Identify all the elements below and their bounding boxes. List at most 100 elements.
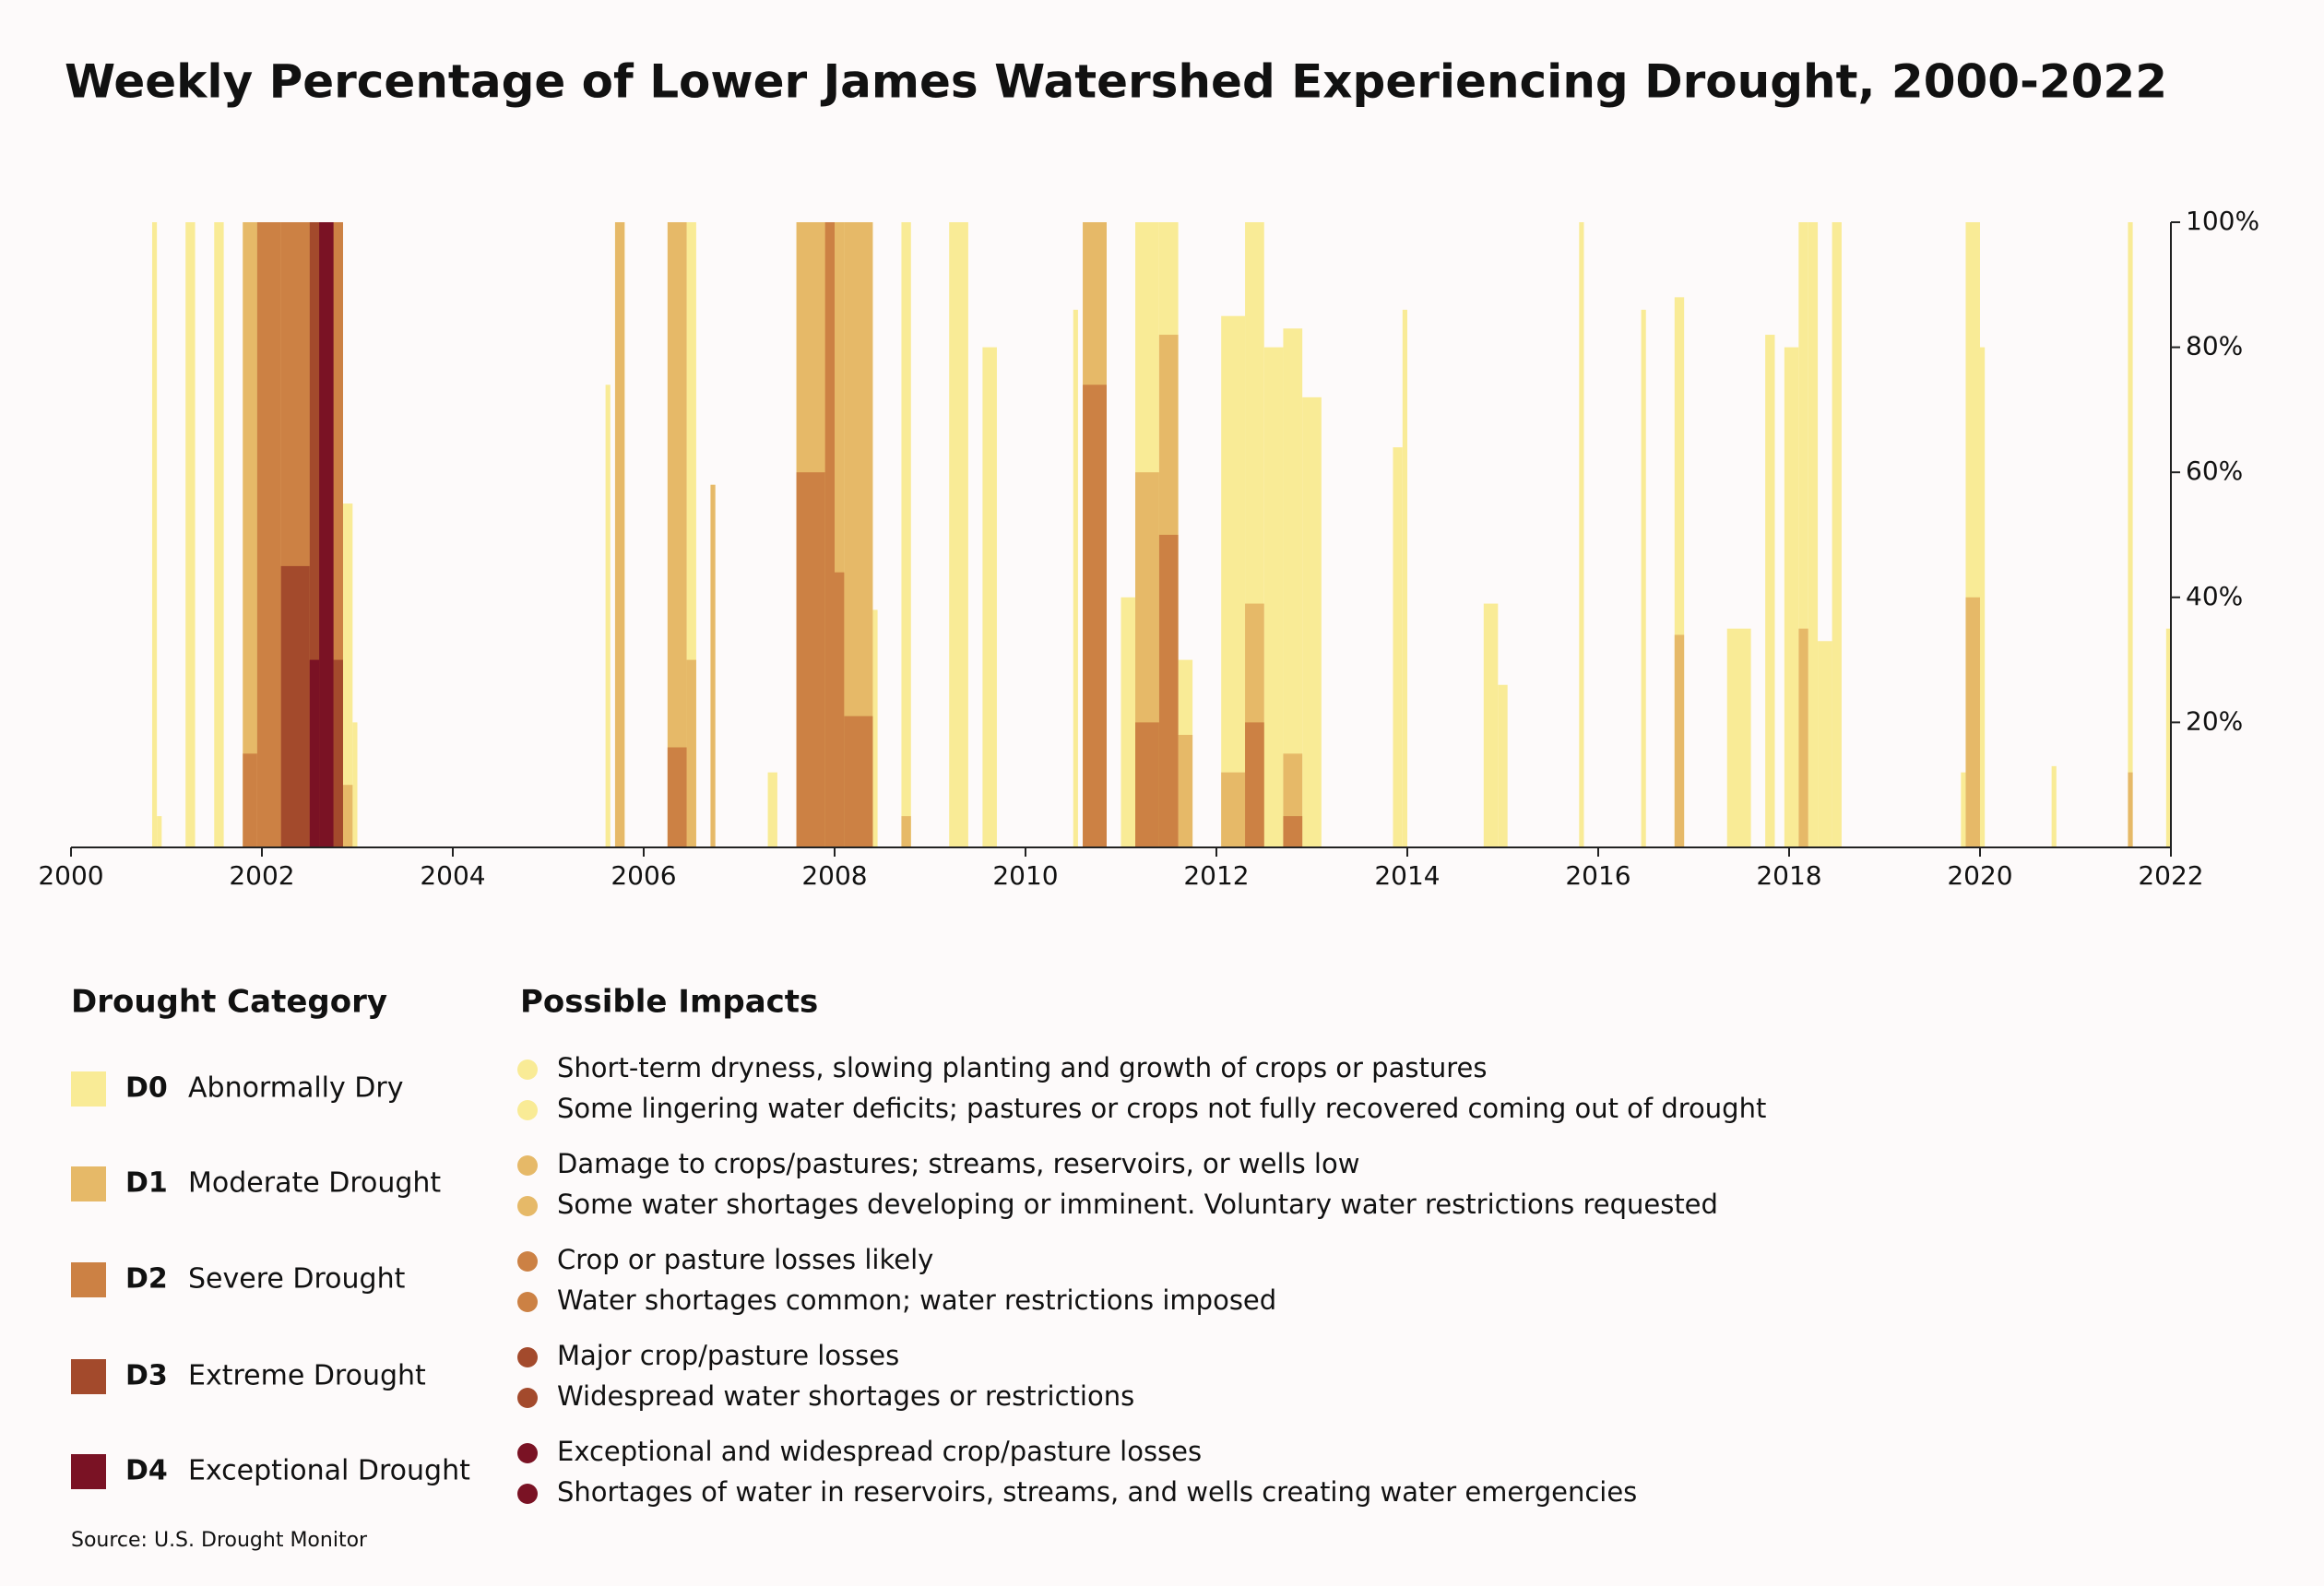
drought-bar [1980, 347, 1986, 848]
drought-bar [605, 385, 611, 847]
impacts-title: Possible Impacts [520, 984, 818, 1021]
drought-bar [185, 222, 196, 847]
drought-bar [614, 222, 625, 847]
drought-bar [1483, 603, 1499, 847]
drought-bar [1784, 347, 1799, 848]
drought-bar [1245, 722, 1264, 847]
drought-bar [686, 222, 696, 847]
legend-swatch [71, 1166, 106, 1201]
x-tick-label: 2006 [611, 860, 676, 891]
impact-dot [517, 1347, 538, 1367]
drought-bar [1393, 447, 1403, 847]
drought-bar [1961, 772, 1966, 847]
drought-bar [1283, 328, 1303, 847]
impact-text: Some lingering water deficits; pastures … [557, 1093, 1766, 1124]
x-tick-label: 2004 [420, 860, 485, 891]
drought-bar [333, 222, 343, 847]
legend-label: Moderate Drought [188, 1167, 441, 1200]
impact-text: Some water shortages developing or immin… [557, 1189, 1718, 1220]
drought-bar [1818, 641, 1832, 847]
drought-bar [1135, 722, 1159, 847]
impact-text: Short-term dryness, slowing planting and… [557, 1052, 1487, 1083]
drought-bar [1579, 222, 1584, 847]
drought-bar [157, 816, 162, 847]
drought-bar [872, 610, 878, 847]
chart-title: Weekly Percentage of Lower James Watersh… [65, 55, 2167, 109]
x-tick-label: 2018 [1756, 860, 1821, 891]
drought-bar [1498, 684, 1508, 847]
drought-bar [243, 753, 257, 847]
drought-bar [1302, 396, 1322, 847]
drought-bar [686, 659, 696, 847]
y-tick-label: 20% [2186, 705, 2243, 736]
impact-text: Damage to crops/pastures; streams, reser… [557, 1148, 1359, 1179]
legend-code: D2 [125, 1263, 168, 1296]
impact-text: Shortages of water in reservoirs, stream… [557, 1476, 1637, 1508]
x-tick-label: 2008 [801, 860, 867, 891]
drought-bar [1158, 535, 1179, 847]
drought-bar [1221, 772, 1246, 847]
drought-bar [319, 222, 334, 847]
drought-bar [901, 816, 911, 847]
impact-dot [517, 1292, 538, 1312]
drought-bar [1178, 734, 1193, 847]
impact-dot [517, 1059, 538, 1080]
legend-label: Severe Drought [188, 1263, 406, 1296]
drought-bar [835, 222, 845, 847]
drought-bar [1674, 297, 1685, 847]
drought-bar [1221, 315, 1246, 847]
drought-bar [1283, 816, 1303, 847]
drought-bar [1965, 597, 1980, 847]
drought-bar [214, 222, 224, 847]
drought-bar [2165, 628, 2171, 847]
y-tick-label: 40% [2186, 581, 2243, 611]
drought-bar [796, 472, 825, 847]
x-tick-label: 2002 [229, 860, 294, 891]
drought-bar [1402, 309, 1407, 847]
drought-bar [949, 222, 968, 847]
legend-label: Abnormally Dry [188, 1072, 404, 1105]
impact-dot [517, 1251, 538, 1272]
impact-dot [517, 1196, 538, 1216]
legend-code: D0 [125, 1072, 168, 1105]
drought-bar [835, 572, 845, 847]
drought-bar [280, 565, 310, 847]
impact-text: Widespread water shortages or restrictio… [557, 1380, 1134, 1412]
y-tick-label: 100% [2186, 206, 2259, 236]
x-tick-label: 2016 [1565, 860, 1630, 891]
drought-bar [352, 722, 358, 847]
drought-bar [256, 222, 281, 847]
x-tick-label: 2000 [38, 860, 103, 891]
legend-code: D3 [125, 1360, 168, 1392]
drought-bar [1832, 222, 1842, 847]
impact-dot [517, 1484, 538, 1504]
drought-bar [1726, 628, 1751, 847]
drought-bar [342, 503, 353, 847]
y-tick-label: 60% [2186, 456, 2243, 486]
drought-bar [767, 772, 777, 847]
drought-bar [667, 747, 687, 847]
drought-bar [342, 785, 353, 847]
drought-bar [1798, 222, 1808, 847]
drought-bar [1083, 385, 1107, 847]
drought-bar [844, 716, 873, 847]
drought-bar [710, 484, 716, 847]
drought-bar [2128, 222, 2133, 847]
drought-bar [2128, 772, 2133, 847]
drought-bar [309, 222, 320, 847]
drought-bar [243, 222, 257, 847]
impact-text: Crop or pasture losses likely [557, 1244, 933, 1275]
legend-code: D4 [125, 1455, 168, 1487]
drought-bar [667, 222, 687, 847]
legend-swatch [71, 1454, 106, 1489]
drought-bar [1765, 335, 1775, 847]
drought-bar [1120, 597, 1136, 847]
drought-bar [982, 347, 997, 848]
drought-bar [309, 659, 320, 847]
drought-bar [2051, 765, 2057, 847]
x-tick-label: 2020 [1947, 860, 2012, 891]
source: Source: U.S. Drought Monitor [71, 1529, 368, 1552]
legend-swatch [71, 1359, 106, 1394]
impact-dot [517, 1443, 538, 1463]
